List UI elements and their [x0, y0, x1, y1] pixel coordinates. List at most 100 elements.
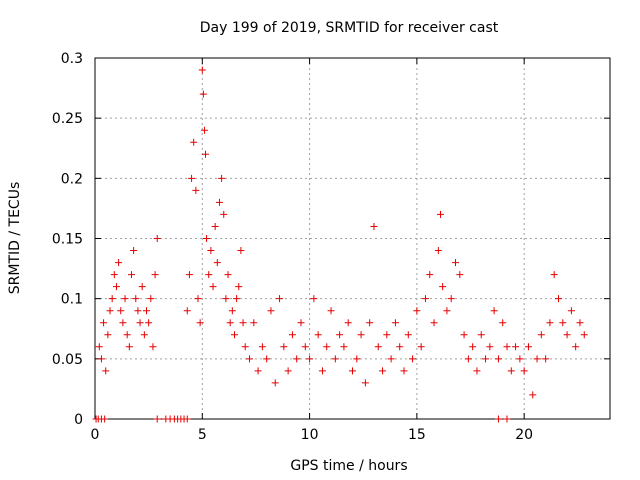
data-point: [207, 247, 215, 255]
data-point: [280, 343, 288, 351]
data-point: [202, 150, 210, 158]
data-point: [512, 343, 520, 351]
data-point: [490, 307, 498, 315]
data-point: [379, 367, 387, 375]
data-point: [452, 259, 459, 267]
x-tick-label: 15: [408, 427, 426, 443]
data-point: [276, 295, 284, 303]
data-point: [447, 295, 455, 303]
data-point: [228, 307, 236, 315]
data-point: [503, 415, 511, 423]
data-point: [198, 66, 206, 74]
data-point: [323, 343, 331, 351]
data-point: [110, 271, 118, 279]
data-point: [218, 174, 226, 182]
data-point: [477, 331, 485, 339]
data-point: [104, 331, 112, 339]
data-point: [140, 331, 148, 339]
data-point: [134, 307, 142, 315]
y-tick-label: 0.15: [52, 232, 83, 248]
data-point: [572, 343, 580, 351]
data-point: [473, 367, 481, 375]
data-point: [130, 247, 138, 255]
data-point: [239, 319, 247, 327]
data-point: [106, 307, 114, 315]
data-point: [580, 331, 588, 339]
y-tick-label: 0.3: [61, 51, 83, 67]
data-point: [436, 210, 444, 218]
data-point: [374, 343, 382, 351]
data-point: [235, 283, 243, 291]
data-point: [387, 355, 395, 363]
data-point: [112, 283, 120, 291]
data-point: [151, 271, 159, 279]
data-point: [117, 307, 125, 315]
data-point: [460, 331, 468, 339]
data-point: [417, 343, 425, 351]
data-point: [95, 343, 103, 351]
data-point: [482, 355, 490, 363]
data-point: [246, 355, 253, 363]
y-tick-label: 0.2: [61, 171, 83, 187]
data-point: [494, 415, 502, 423]
data-point: [192, 186, 200, 194]
data-point: [183, 415, 191, 423]
data-point: [576, 319, 584, 327]
data-point: [297, 319, 305, 327]
data-point: [199, 90, 207, 98]
data-point: [563, 331, 571, 339]
axis-ticks: 0 5 10 15 20 0 0.05 0.1 0.15 0.2 0.25 0.3: [52, 51, 610, 443]
data-point: [357, 331, 365, 339]
data-point: [138, 283, 146, 291]
data-point: [200, 126, 208, 134]
data-point: [203, 235, 211, 242]
y-tick-label: 0.25: [52, 111, 83, 127]
data-point: [507, 367, 515, 375]
data-point: [119, 319, 127, 327]
data-point: [153, 415, 161, 423]
data-point: [318, 367, 326, 375]
data-point: [100, 319, 108, 327]
data-point: [426, 271, 434, 279]
y-tick-label: 0.05: [52, 352, 83, 368]
data-points: [92, 66, 588, 423]
data-point: [190, 138, 198, 146]
x-tick-label: 5: [198, 427, 207, 443]
data-point: [185, 271, 193, 279]
chart-title: Day 199 of 2019, SRMTID for receiver cas…: [200, 20, 499, 36]
data-point: [537, 331, 545, 339]
data-point: [469, 343, 477, 351]
data-point: [125, 343, 133, 351]
data-point: [555, 295, 562, 303]
data-point: [486, 343, 494, 351]
data-point: [233, 295, 241, 303]
data-point: [550, 271, 558, 279]
data-point: [102, 367, 110, 375]
data-point: [434, 247, 442, 255]
data-point: [224, 271, 232, 279]
data-point: [250, 319, 258, 327]
data-point: [331, 355, 339, 363]
data-point: [370, 222, 378, 230]
data-point: [421, 295, 429, 303]
data-point: [213, 259, 221, 267]
data-point: [258, 343, 266, 351]
data-point: [284, 367, 292, 375]
data-point: [288, 331, 296, 339]
data-point: [215, 198, 223, 206]
x-tick-label: 20: [515, 427, 533, 443]
y-tick-label: 0: [74, 412, 83, 428]
data-point: [529, 391, 537, 399]
data-point: [101, 415, 109, 423]
data-point: [409, 355, 417, 363]
data-point: [121, 295, 129, 303]
data-point: [267, 307, 275, 315]
data-point: [149, 343, 157, 351]
data-point: [211, 222, 219, 230]
data-point: [400, 367, 408, 375]
data-point: [404, 331, 412, 339]
data-point: [254, 367, 262, 375]
data-point: [430, 319, 438, 327]
data-point: [271, 379, 279, 387]
